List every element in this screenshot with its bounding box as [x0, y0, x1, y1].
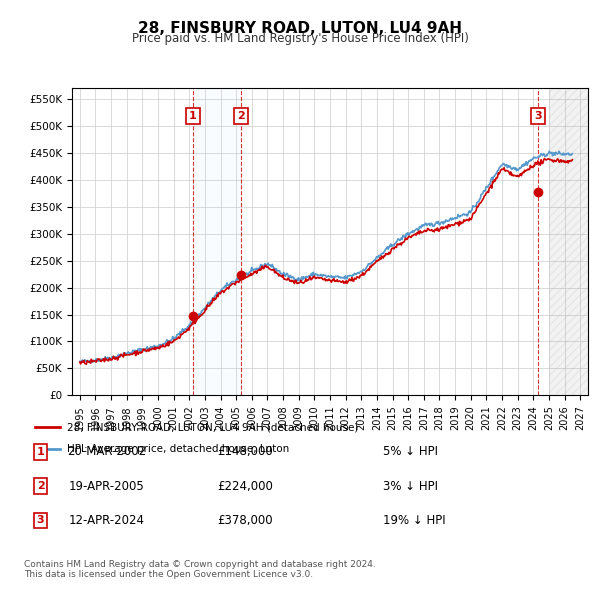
Text: HPI: Average price, detached house, Luton: HPI: Average price, detached house, Luto… [67, 444, 289, 454]
Bar [193, 88, 241, 395]
Text: Price paid vs. HM Land Registry's House Price Index (HPI): Price paid vs. HM Land Registry's House … [131, 32, 469, 45]
Text: 28, FINSBURY ROAD, LUTON, LU4 9AH: 28, FINSBURY ROAD, LUTON, LU4 9AH [138, 21, 462, 35]
Text: 19-APR-2005: 19-APR-2005 [69, 480, 145, 493]
Text: 12-APR-2024: 12-APR-2024 [69, 514, 145, 527]
Text: 3% ↓ HPI: 3% ↓ HPI [383, 480, 438, 493]
Text: 20-MAR-2002: 20-MAR-2002 [67, 445, 146, 458]
Text: £224,000: £224,000 [217, 480, 273, 493]
Bar [549, 88, 588, 395]
Text: 1: 1 [37, 447, 44, 457]
Text: 3: 3 [37, 516, 44, 525]
Text: 1: 1 [189, 111, 197, 121]
Text: £378,000: £378,000 [217, 514, 272, 527]
Text: 5% ↓ HPI: 5% ↓ HPI [383, 445, 438, 458]
Text: 28, FINSBURY ROAD, LUTON, LU4 9AH (detached house): 28, FINSBURY ROAD, LUTON, LU4 9AH (detac… [67, 422, 359, 432]
Text: £148,000: £148,000 [217, 445, 272, 458]
Text: 2: 2 [37, 481, 44, 491]
Text: 19% ↓ HPI: 19% ↓ HPI [383, 514, 445, 527]
Text: 3: 3 [534, 111, 541, 121]
Text: Contains HM Land Registry data © Crown copyright and database right 2024.
This d: Contains HM Land Registry data © Crown c… [24, 560, 376, 579]
Text: 2: 2 [237, 111, 245, 121]
